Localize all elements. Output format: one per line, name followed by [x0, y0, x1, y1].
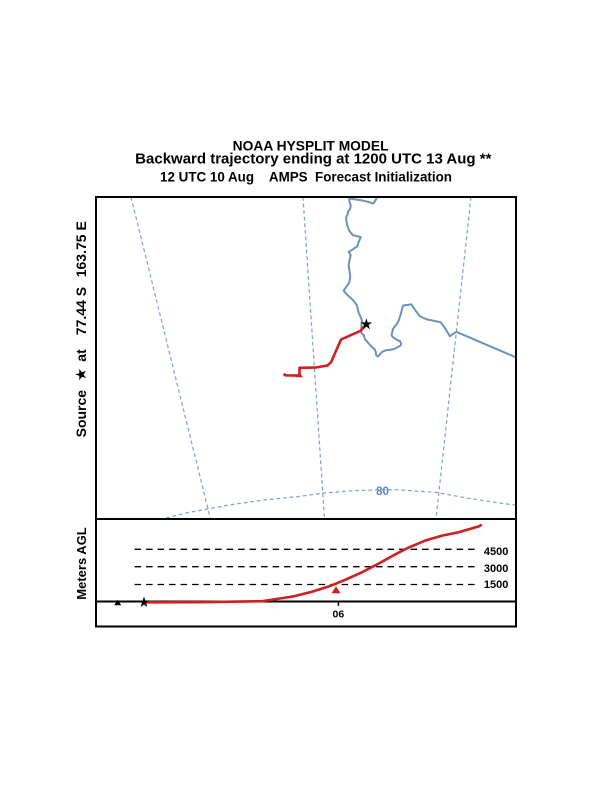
svg-text:Source: Source: [73, 390, 89, 438]
svg-text:Backward trajectory ending at: Backward trajectory ending at 1200 UTC 1…: [135, 150, 491, 167]
svg-text:12 UTC 10 Aug AMPS Forecas: 12 UTC 10 Aug AMPS Forecast Initializati…: [160, 169, 452, 184]
svg-text:06: 06: [333, 608, 345, 620]
svg-text:80: 80: [376, 486, 389, 498]
svg-text:163.75 E: 163.75 E: [73, 221, 89, 277]
svg-text:1500: 1500: [484, 579, 508, 591]
svg-text:4500: 4500: [484, 546, 508, 558]
svg-text:3000: 3000: [484, 563, 508, 575]
svg-text:NOAA HYSPLIT MODEL: NOAA HYSPLIT MODEL: [233, 139, 389, 154]
svg-text:at: at: [73, 349, 89, 362]
svg-text:77.44 S: 77.44 S: [73, 287, 89, 335]
svg-text:Meters AGL: Meters AGL: [74, 527, 89, 600]
